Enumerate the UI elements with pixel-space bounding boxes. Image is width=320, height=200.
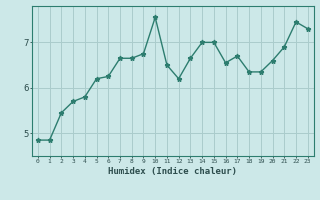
X-axis label: Humidex (Indice chaleur): Humidex (Indice chaleur) — [108, 167, 237, 176]
